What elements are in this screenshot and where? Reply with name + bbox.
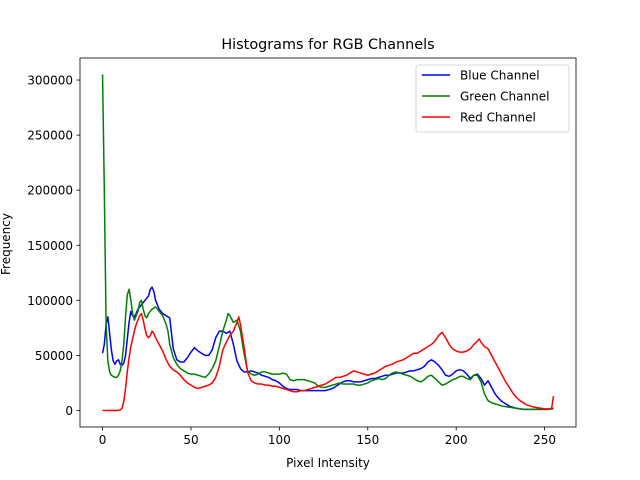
axes-frame (79, 57, 577, 428)
legend-label-blue-channel: Blue Channel (460, 69, 540, 83)
plot-area (79, 57, 577, 428)
y-tick-label: 0 (65, 404, 73, 418)
y-tick-label: 250000 (27, 129, 73, 143)
x-tick-label: 0 (99, 433, 107, 447)
y-axis: 0 50000 100000 150000 200000 250000 300000 (27, 74, 80, 418)
x-tick-label: 50 (183, 433, 198, 447)
legend-label-red-channel: Red Channel (460, 111, 536, 125)
y-tick-label: 200000 (27, 184, 73, 198)
legend-box (415, 64, 570, 133)
green-channel-line (101, 74, 554, 411)
y-tick-label: 300000 (27, 74, 73, 88)
x-axis: 0 50 100 150 200 250 (99, 427, 556, 447)
chart-title: Histograms for RGB Channels (221, 37, 434, 53)
red-channel-line (102, 312, 555, 412)
y-axis-label: Frequency (0, 213, 13, 275)
y-tick-label: 50000 (35, 349, 73, 363)
y-tick-label: 150000 (27, 239, 73, 253)
series-lines (101, 74, 555, 412)
legend-label-green-channel: Green Channel (460, 90, 549, 104)
legend: Blue Channel Green Channel Red Channel (415, 64, 570, 133)
x-tick-label: 100 (268, 433, 291, 447)
x-tick-label: 250 (533, 433, 556, 447)
y-tick-label: 100000 (27, 294, 73, 308)
x-tick-label: 200 (445, 433, 468, 447)
x-axis-label: Pixel Intensity (286, 456, 370, 470)
x-tick-label: 150 (356, 433, 379, 447)
